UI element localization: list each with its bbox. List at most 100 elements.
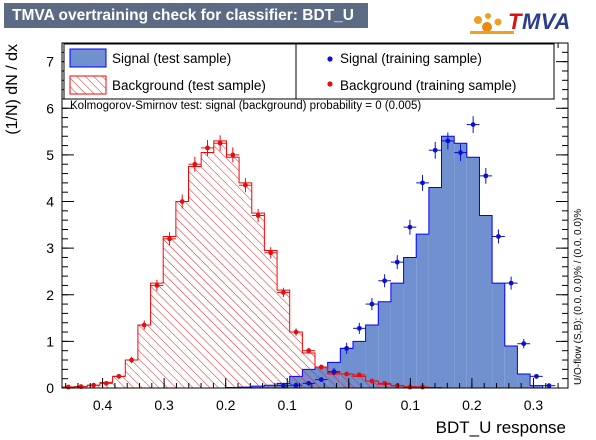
legend-label: Background (test sample)	[112, 78, 266, 93]
signal-test-hist-bin	[466, 157, 480, 388]
background-train-point	[293, 329, 299, 335]
legend-swatch-signal-test	[69, 48, 107, 68]
background-test-hist-bin	[226, 157, 240, 388]
signal-test-hist-bin	[479, 215, 493, 388]
y-tick-label: 1	[46, 333, 54, 349]
background-test-hist-bin	[340, 374, 353, 388]
signal-train-point	[534, 373, 539, 379]
signal-train-point	[331, 369, 337, 375]
x-tick-label: 0.2	[216, 397, 236, 413]
background-test-hist-bin	[137, 325, 151, 388]
logo-letters-mva: MVA	[521, 9, 571, 34]
signal-test-hist-bin	[403, 257, 417, 388]
background-test-hist-bin	[277, 290, 290, 388]
signal-train-point	[318, 377, 324, 383]
signal-train-point	[369, 301, 375, 307]
y-tick-label: 5	[46, 147, 54, 163]
signal-train-point	[432, 147, 438, 153]
background-test-hist-bin	[188, 166, 202, 388]
tmva-logo-icon	[470, 13, 514, 34]
y-tick-label: 6	[46, 100, 54, 116]
signal-test-hist-bin	[390, 283, 404, 388]
signal-test-hist-bin	[492, 283, 505, 388]
background-test-hist-bin	[251, 213, 265, 388]
signal-train-point	[470, 122, 476, 127]
background-train-point	[205, 145, 210, 151]
x-tick-label: 0.3	[524, 397, 544, 413]
background-train-point	[356, 372, 362, 378]
background-train-point	[243, 182, 248, 188]
y-tick-label: 3	[46, 240, 54, 256]
background-train-point	[116, 373, 122, 379]
signal-test-hist-outline	[62, 135, 568, 388]
background-train-point	[382, 380, 388, 386]
signal-train-point	[394, 259, 400, 265]
signal-train-point	[546, 383, 552, 389]
y-tick-label: 2	[46, 287, 54, 303]
background-test-hist-bin	[352, 376, 366, 388]
background-test-hist-bin	[213, 140, 227, 388]
background-train-point	[394, 383, 400, 389]
signal-train-point	[458, 150, 463, 155]
tmva-logo: TMVA	[470, 8, 586, 36]
signal-train-point	[306, 380, 312, 386]
legend-swatch-background-test	[69, 75, 107, 95]
background-test-hist-bin	[125, 360, 138, 388]
background-train-point	[192, 161, 198, 167]
signal-train-point	[280, 383, 286, 389]
signal-test-hist-bin	[454, 143, 467, 388]
background-train-point	[103, 380, 109, 386]
ks-test-text: Kolmogorov-Smirnov test: signal (backgro…	[70, 100, 421, 112]
signal-train-point	[420, 180, 425, 186]
y-tick-label: 7	[46, 54, 54, 70]
signal-test-hist-bin	[428, 187, 442, 388]
signal-train-point	[521, 341, 527, 347]
signal-train-point	[445, 138, 451, 144]
x-tick-label: 0.1	[401, 397, 421, 413]
background-train-point	[167, 236, 172, 242]
signal-train-point	[293, 382, 299, 388]
legend-marker-signal-train	[327, 56, 333, 62]
signal-train-point	[496, 234, 501, 239]
background-train-point	[179, 199, 185, 204]
signal-test-hist-bin	[517, 374, 531, 388]
y-tick-label: 0	[46, 380, 54, 396]
background-test-hist-bin	[201, 152, 214, 388]
background-train-point	[281, 290, 286, 295]
signal-test-hist-bin	[365, 325, 379, 388]
background-train-point	[230, 152, 236, 158]
background-test-hist-bin	[289, 332, 303, 388]
background-train-point	[65, 384, 71, 390]
legend-box-right	[295, 43, 555, 100]
signal-train-point	[508, 280, 514, 286]
background-train-point	[129, 357, 135, 363]
x-tick-label: 0.3	[154, 397, 174, 413]
logo-letter-t: T	[508, 9, 522, 34]
background-test-hist-bin	[163, 236, 176, 388]
tmva-logo-text: TMVA	[508, 9, 571, 35]
x-tick-label: 0	[345, 397, 353, 413]
background-test-hist-bin	[112, 376, 126, 388]
legend-marker-background-train	[327, 81, 333, 87]
background-test-hist-bin	[239, 182, 252, 388]
background-test-hist-bin	[365, 381, 379, 388]
plot-frame	[61, 42, 569, 389]
signal-test-hist-bin	[441, 136, 455, 388]
background-train-point	[154, 283, 160, 288]
background-test-hist-bin	[327, 374, 341, 388]
y-tick-label: 4	[46, 194, 54, 210]
signal-test-hist-bin	[504, 346, 518, 388]
background-train-point	[268, 250, 274, 256]
background-test-hist-bin	[302, 353, 315, 388]
background-train-point	[306, 348, 312, 354]
background-train-point	[369, 378, 375, 384]
signal-train-point	[407, 224, 413, 230]
background-train-point	[318, 364, 324, 370]
x-tick-label: 0.4	[93, 397, 113, 413]
overflow-text: U/O-flow (S,B): (0.0, 0.0)% / (0.0, 0.0)…	[573, 209, 584, 385]
x-tick-label: 0.2	[462, 397, 482, 413]
signal-test-hist-bin	[530, 385, 543, 388]
signal-train-point	[382, 278, 388, 284]
background-train-point	[217, 140, 223, 146]
